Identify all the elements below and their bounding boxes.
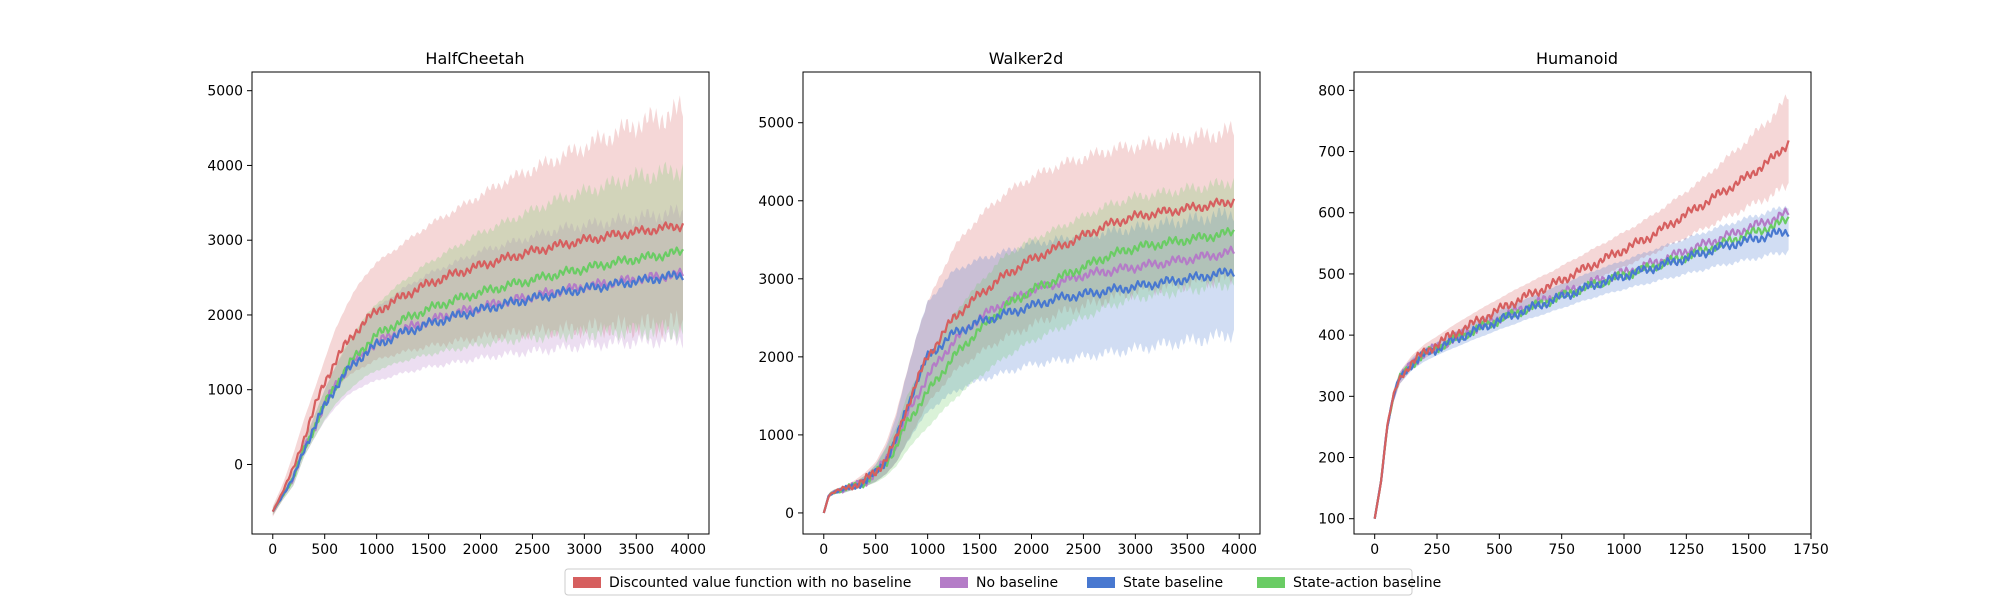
legend-swatch-no-baseline	[940, 577, 968, 588]
walker2d-xtick-label: 1500	[962, 542, 998, 558]
humanoid-ytick-label: 400	[1318, 328, 1345, 344]
humanoid-xtick-label: 1500	[1731, 542, 1767, 558]
humanoid-title: Humanoid	[1536, 49, 1618, 68]
walker2d-xtick-label: 3500	[1169, 542, 1205, 558]
walker2d-panel: Walker2d 0 500 1000 1500 2000 2500 3000 3500 400…	[758, 49, 1261, 558]
halfcheetah-ytick-label: 0	[234, 457, 243, 473]
halfcheetah-plot-area	[271, 95, 685, 517]
humanoid-xtick-label: 0	[1370, 542, 1379, 558]
humanoid-xtick-label: 500	[1486, 542, 1513, 558]
humanoid-xtick-label: 1750	[1793, 542, 1829, 558]
walker2d-ytick-label: 1000	[758, 428, 794, 444]
walker2d-xtick-label: 500	[862, 542, 889, 558]
walker2d-xtick-label: 1000	[910, 542, 946, 558]
halfcheetah-xtick-label: 0	[268, 542, 277, 558]
humanoid-axes-frame	[1353, 71, 1812, 535]
halfcheetah-ytick-label: 5000	[207, 84, 243, 100]
halfcheetah-xtick-label: 3500	[618, 542, 654, 558]
humanoid-band-blue	[1374, 205, 1789, 519]
walker2d-xtick-label: 2000	[1014, 542, 1050, 558]
halfcheetah-xtick-label: 4000	[670, 542, 706, 558]
walker2d-band-green	[823, 177, 1234, 513]
humanoid-xtick-label: 1250	[1669, 542, 1705, 558]
humanoid-ytick-label: 100	[1318, 512, 1345, 528]
walker2d-line-red	[822, 197, 1236, 514]
walker2d-xtick-label: 2500	[1066, 542, 1102, 558]
walker2d-xtick-label: 3000	[1118, 542, 1154, 558]
walker2d-ytick-label: 3000	[758, 272, 794, 288]
legend: Discounted value function with no baseli…	[564, 568, 1441, 596]
walker2d-line-green	[822, 227, 1235, 514]
humanoid-ytick-label: 700	[1318, 145, 1345, 161]
humanoid-ytick-label: 200	[1318, 451, 1345, 467]
humanoid-ytick-label: 500	[1318, 267, 1345, 283]
legend-label-no-baseline: No baseline	[976, 575, 1058, 591]
humanoid-xtick-label: 1000	[1606, 542, 1642, 558]
humanoid-line-blue	[1373, 227, 1790, 519]
halfcheetah-ytick-label: 2000	[207, 308, 243, 324]
halfcheetah-ytick-label: 1000	[207, 383, 243, 399]
legend-swatch-discounted	[573, 577, 601, 588]
halfcheetah-xtick-label: 1000	[359, 542, 395, 558]
legend-label-state-action-baseline: State-action baseline	[1293, 575, 1441, 591]
walker2d-ytick-label: 2000	[758, 350, 794, 366]
walker2d-plot-area	[822, 120, 1236, 514]
halfcheetah-xtick-label: 3000	[567, 542, 603, 558]
legend-swatch-state-action-baseline	[1257, 577, 1285, 588]
halfcheetah-xtick-label: 500	[311, 542, 338, 558]
walker2d-title: Walker2d	[989, 49, 1064, 68]
humanoid-plot-area	[1373, 94, 1790, 519]
walker2d-ytick-label: 5000	[758, 116, 794, 132]
halfcheetah-ytick-label: 4000	[207, 158, 243, 174]
legend-swatch-state-baseline	[1087, 577, 1115, 588]
halfcheetah-band-red	[272, 95, 683, 517]
halfcheetah-xtick-label: 2000	[463, 542, 499, 558]
walker2d-xtick-label: 4000	[1221, 542, 1257, 558]
walker2d-ytick-label: 0	[785, 506, 794, 522]
walker2d-band-blue	[823, 207, 1234, 513]
halfcheetah-line-blue	[271, 270, 684, 513]
halfcheetah-ytick-label: 3000	[207, 233, 243, 249]
halfcheetah-panel: HalfCheetah 0 500 1000 1500 2000 2500 3000 3500…	[207, 49, 710, 558]
humanoid-ytick-label: 800	[1318, 83, 1345, 99]
halfcheetah-xtick-label: 1500	[411, 542, 447, 558]
humanoid-xtick-label: 250	[1424, 542, 1451, 558]
humanoid-ytick-label: 300	[1318, 389, 1345, 405]
humanoid-band-red	[1374, 94, 1789, 519]
humanoid-ytick-label: 600	[1318, 206, 1345, 222]
humanoid-line-red	[1373, 140, 1790, 519]
halfcheetah-band-green	[272, 161, 683, 516]
walker2d-xtick-label: 0	[819, 542, 828, 558]
halfcheetah-line-red	[271, 221, 685, 513]
legend-label-state-baseline: State baseline	[1123, 575, 1223, 591]
legend-frame	[564, 568, 1413, 596]
halfcheetah-title: HalfCheetah	[425, 49, 524, 68]
humanoid-panel: Humanoid 0 250 500 750 1000 1250 1500 1750 100 20…	[1318, 49, 1829, 558]
halfcheetah-band-purple	[272, 204, 683, 516]
humanoid-xtick-label: 750	[1548, 542, 1575, 558]
halfcheetah-xtick-label: 2500	[515, 542, 551, 558]
legend-label-discounted: Discounted value function with no baseli…	[609, 575, 911, 591]
walker2d-ytick-label: 4000	[758, 194, 794, 210]
